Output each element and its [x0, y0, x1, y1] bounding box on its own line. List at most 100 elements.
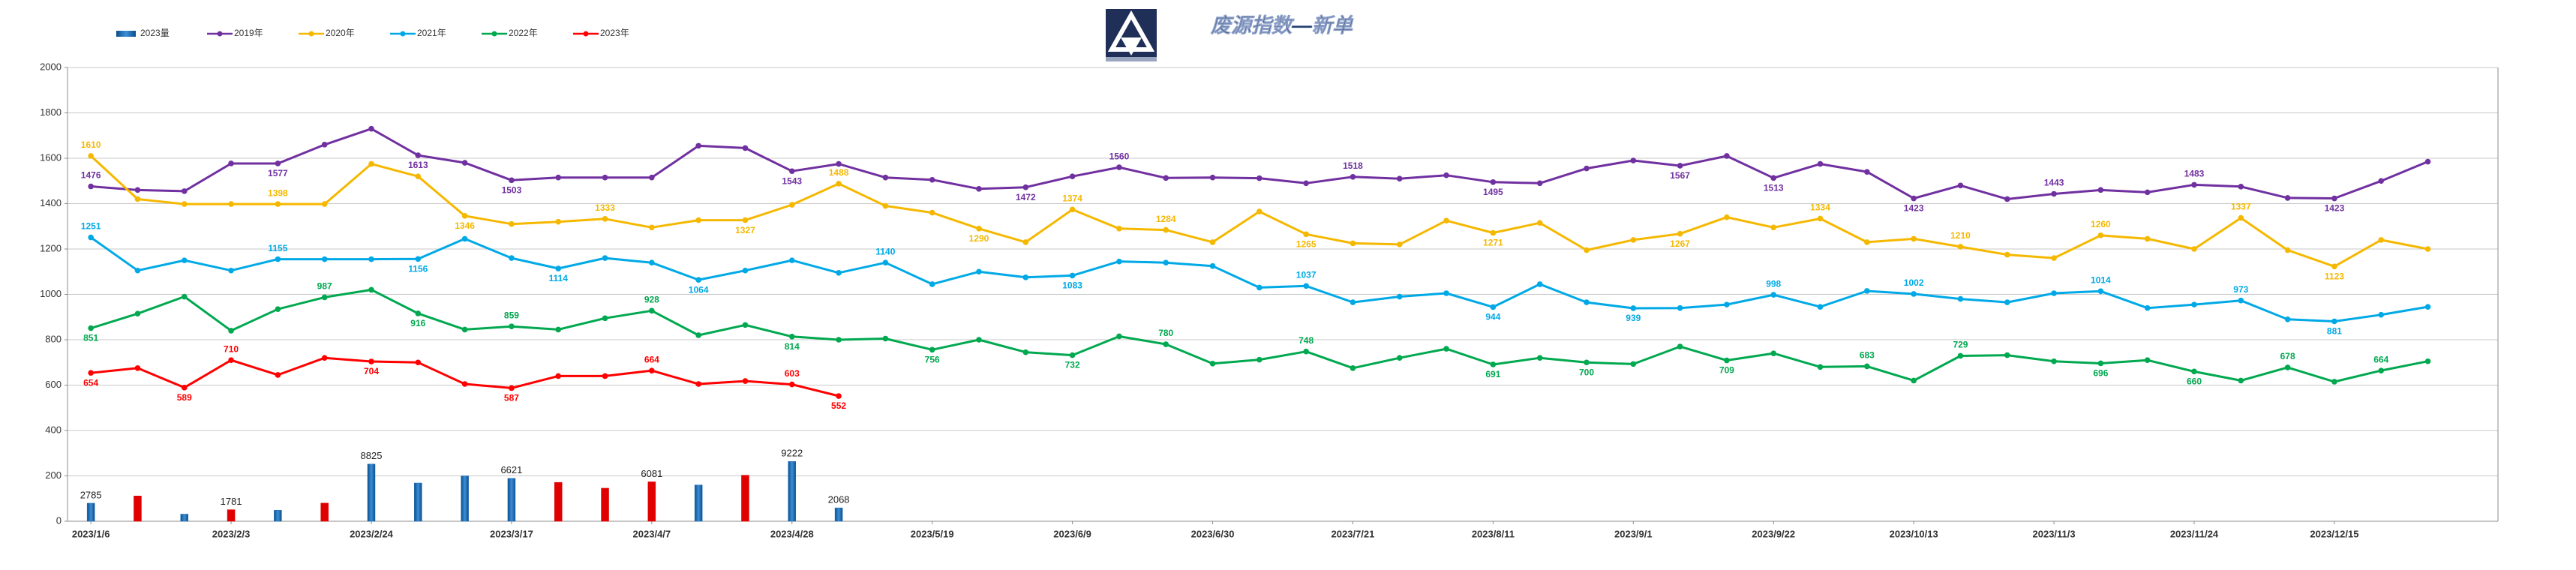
bar: [647, 482, 656, 522]
point: [1911, 291, 1917, 297]
point: [1724, 357, 1730, 364]
legend-marker: [217, 31, 223, 37]
point: [1770, 292, 1777, 298]
point: [2097, 232, 2104, 238]
data-label: 1083: [1062, 280, 1082, 291]
data-label: 1037: [1296, 269, 1317, 280]
data-label: 1064: [689, 284, 709, 295]
x-tick-label: 2023/2/3: [212, 528, 251, 539]
point: [1350, 240, 1356, 247]
point: [1536, 355, 1543, 362]
point: [2144, 236, 2151, 242]
point: [2378, 311, 2385, 318]
point: [742, 378, 749, 384]
y-tick-label: 800: [45, 333, 62, 344]
point: [882, 174, 889, 181]
x-tick-label: 2023/11/24: [2170, 528, 2219, 539]
point: [2378, 237, 2385, 243]
data-label: 1210: [1950, 230, 1971, 241]
data-label: 9222: [781, 448, 803, 459]
point: [509, 177, 515, 184]
point: [321, 355, 328, 362]
point: [929, 209, 935, 216]
point: [1396, 242, 1403, 248]
data-label: 944: [1485, 312, 1500, 322]
point: [2004, 196, 2010, 202]
point: [1022, 239, 1029, 245]
point: [2191, 246, 2197, 252]
data-label: 1398: [268, 188, 288, 198]
data-label: 1503: [502, 185, 522, 196]
bar: [227, 509, 236, 522]
logo: [1106, 9, 1157, 62]
point: [2378, 178, 2385, 184]
point: [649, 368, 655, 374]
point: [555, 174, 562, 181]
point: [2191, 182, 2197, 188]
point: [1396, 355, 1403, 362]
data-label: 1333: [595, 202, 615, 213]
point: [695, 381, 701, 387]
legend-marker: [583, 31, 589, 37]
legend-label: 2019年: [234, 28, 263, 38]
point: [2238, 377, 2244, 384]
point: [742, 267, 749, 274]
point: [1209, 174, 1216, 181]
data-label: 1518: [1343, 160, 1363, 171]
point: [649, 174, 655, 181]
bar: [274, 510, 282, 522]
data-label: 859: [504, 310, 519, 320]
data-label: 729: [1953, 340, 1968, 350]
data-label: 1123: [2325, 271, 2344, 281]
point: [88, 183, 94, 190]
point: [836, 160, 842, 167]
point: [788, 168, 795, 175]
point: [2331, 318, 2337, 325]
point: [2004, 352, 2010, 358]
point: [1443, 290, 1449, 296]
point: [1350, 174, 1356, 180]
data-label: 939: [1626, 313, 1641, 323]
point: [2424, 304, 2431, 310]
x-tick-label: 2023/9/1: [1614, 528, 1653, 539]
data-label: 1472: [1016, 192, 1036, 202]
point: [2097, 288, 2104, 295]
legend-swatch: [116, 31, 136, 37]
point: [1069, 206, 1076, 213]
point: [2284, 364, 2291, 370]
legend-label: 2023年: [600, 28, 629, 38]
data-label: 683: [1860, 350, 1875, 361]
data-label: 710: [224, 344, 239, 354]
point: [602, 215, 608, 222]
point: [1584, 359, 1590, 366]
point: [2331, 263, 2337, 270]
series-line: [91, 356, 839, 398]
point: [88, 234, 94, 241]
point: [181, 293, 188, 300]
data-label: 1543: [782, 176, 802, 186]
data-label: 916: [410, 318, 425, 328]
point: [1677, 163, 1683, 169]
point: [2097, 360, 2104, 367]
data-label: 1327: [735, 225, 755, 236]
point: [1817, 364, 1824, 370]
data-label: 1156: [408, 263, 428, 274]
point: [1350, 299, 1356, 305]
legend-label: 2020年: [326, 28, 355, 38]
point: [2424, 246, 2431, 252]
bar: [694, 484, 703, 522]
data-label: 928: [644, 294, 659, 304]
point: [509, 220, 515, 227]
point: [1536, 180, 1543, 187]
point: [2284, 316, 2291, 322]
point: [2378, 368, 2385, 374]
data-label: 1346: [455, 220, 475, 231]
point: [2144, 189, 2151, 196]
data-label: 1567: [1670, 170, 1690, 181]
point: [602, 255, 608, 261]
bar: [367, 464, 376, 522]
chart-title: 废源指数—新单: [1210, 14, 1354, 37]
point: [228, 328, 234, 334]
point: [1490, 178, 1497, 185]
